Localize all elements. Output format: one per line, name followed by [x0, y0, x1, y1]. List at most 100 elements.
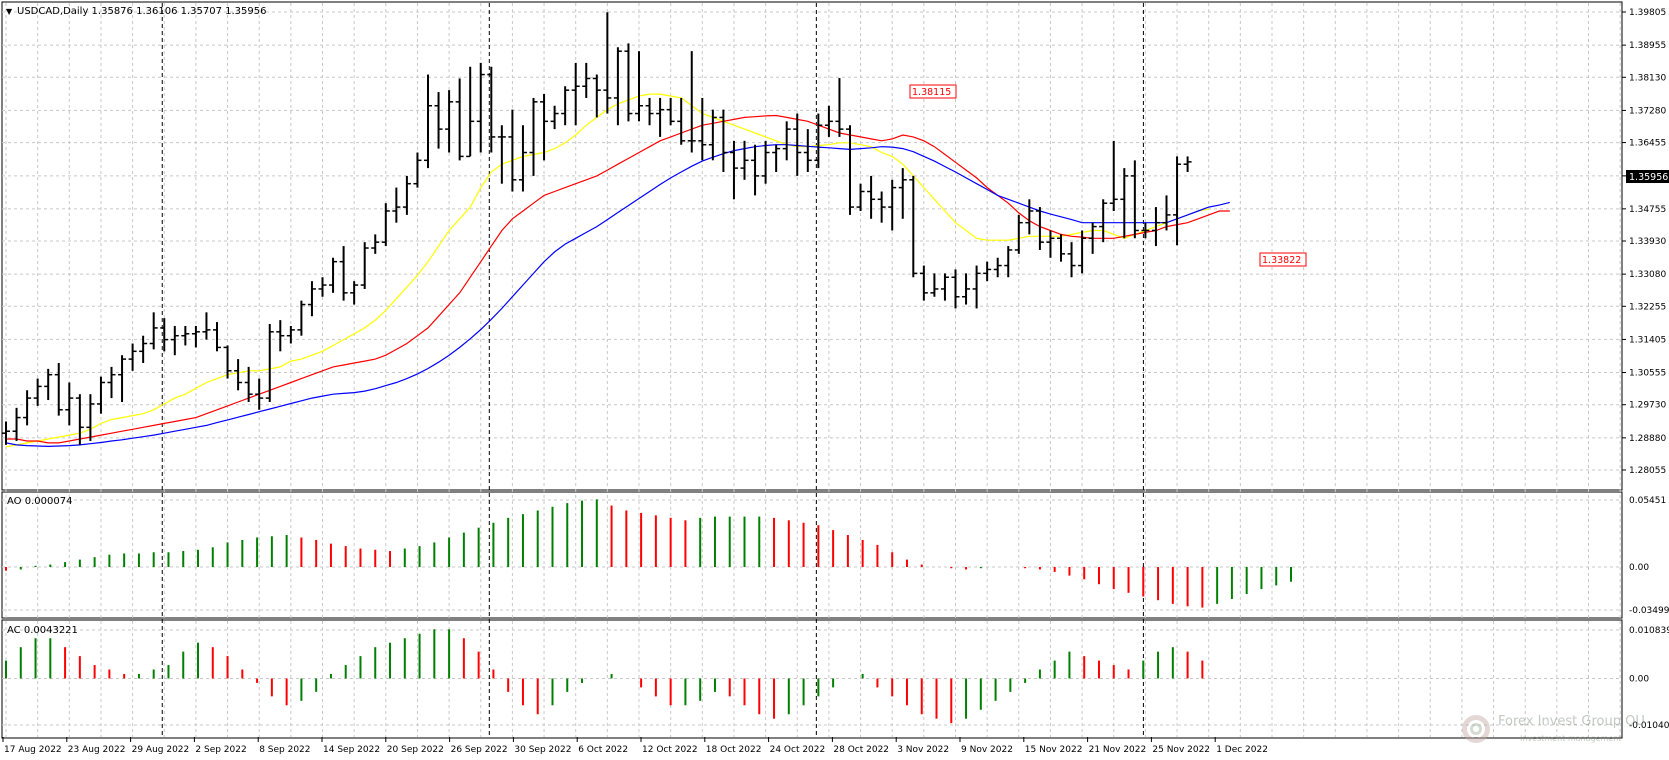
ohlc-bar — [1141, 222, 1150, 239]
ohlc-bar — [772, 144, 781, 173]
ohlc-bar — [402, 175, 411, 215]
date-tick-label: 9 Nov 2022 — [961, 745, 1013, 755]
ohlc-bar — [919, 265, 928, 301]
ohlc-bar — [2, 421, 10, 445]
ao-label: AO 0.000074 — [7, 496, 72, 507]
price-tick-label: 1.30555 — [1629, 369, 1666, 379]
ohlc-bar — [940, 273, 949, 301]
ohlc-bar — [1004, 246, 1013, 278]
ohlc-bar — [793, 113, 802, 176]
ohlc-bar — [729, 140, 738, 200]
ohlc-bar — [888, 179, 897, 231]
price-tick-label: 1.28880 — [1629, 434, 1666, 444]
ohlc-bar — [286, 325, 295, 344]
osc-tick-label: -0.034993 — [1629, 606, 1669, 616]
ohlc-bar — [962, 273, 971, 305]
ohlc-bar — [846, 125, 854, 215]
ohlc-bar — [107, 366, 116, 399]
price-tick-label: 1.32255 — [1629, 302, 1666, 312]
ohlc-bar — [508, 109, 517, 192]
ohlc-bar — [12, 407, 21, 441]
ohlc-bar — [550, 105, 559, 130]
ohlc-bar — [96, 376, 105, 414]
ohlc-bar — [149, 312, 158, 350]
osc-tick-label: 0.0108393 — [1629, 626, 1669, 636]
ohlc-bar — [329, 257, 338, 293]
price-tick-label: 1.36455 — [1629, 139, 1666, 149]
price-tick-label: 1.38955 — [1629, 41, 1666, 51]
price-tick-label: 1.33080 — [1629, 270, 1666, 280]
date-tick-label: 2 Sep 2022 — [195, 745, 246, 755]
ma-mid-line — [6, 114, 1230, 444]
ohlc-bar — [1183, 156, 1192, 173]
osc-tick-label: 0.00 — [1629, 674, 1649, 684]
ohlc-bar — [571, 62, 580, 126]
ohlc-bar — [1173, 156, 1182, 246]
ohlc-bar — [381, 203, 390, 247]
ohlc-bar — [719, 109, 728, 173]
ohlc-bar — [297, 300, 306, 336]
price-tick-label: 1.31405 — [1629, 335, 1666, 345]
price-tick-label: 1.33930 — [1629, 237, 1666, 247]
ao-histogram — [5, 499, 1292, 608]
ohlc-bar — [1014, 214, 1023, 254]
ohlc-bars — [2, 12, 1192, 445]
ohlc-bar — [1057, 234, 1065, 262]
ohlc-bar — [582, 62, 591, 98]
price-tick-label: 1.38130 — [1629, 73, 1666, 83]
watermark-circle-icon — [1462, 715, 1490, 743]
ohlc-bar — [424, 74, 432, 169]
ohlc-bar — [350, 281, 359, 305]
ohlc-bar — [1162, 195, 1171, 231]
watermark-inner-icon — [1470, 723, 1482, 735]
high-price-label: 1.38115 — [909, 84, 957, 99]
ohlc-bar — [983, 261, 992, 282]
ohlc-bar — [761, 140, 770, 184]
ohlc-bar — [1035, 207, 1044, 250]
ohlc-bar — [677, 97, 686, 145]
date-tick-label: 15 Nov 2022 — [1025, 745, 1083, 755]
price-panel-frame — [1, 1, 1623, 491]
ohlc-bar — [603, 12, 612, 114]
date-tick-label: 20 Sep 2022 — [387, 745, 444, 755]
date-tick-label: 1 Dec 2022 — [1216, 745, 1268, 755]
ohlc-bar — [318, 277, 327, 297]
ac-label: AC 0.0043221 — [7, 625, 78, 636]
price-tick-label: 1.39805 — [1629, 8, 1666, 18]
ohlc-bar — [909, 175, 918, 278]
ohlc-bar — [814, 113, 823, 169]
ohlc-bar — [139, 335, 148, 364]
ohlc-bar — [455, 78, 464, 161]
ohlc-bar — [160, 318, 169, 352]
date-tick-label: 30 Sep 2022 — [514, 745, 571, 755]
ohlc-bar — [803, 129, 812, 173]
ohlc-bar — [645, 97, 654, 126]
ohlc-bar — [782, 121, 791, 161]
ohlc-bar — [191, 325, 200, 348]
ohlc-bar — [44, 368, 53, 401]
ohlc-bar — [487, 66, 496, 153]
ohlc-bar — [824, 105, 833, 137]
ohlc-bar — [33, 378, 42, 406]
ohlc-bar — [170, 325, 179, 356]
ohlc-bar — [466, 66, 475, 158]
header-arrow-icon[interactable]: ▼ — [6, 7, 13, 16]
high-price-text: 1.38115 — [912, 87, 951, 98]
ohlc-bar — [244, 366, 253, 402]
ohlc-bar — [128, 343, 137, 371]
date-tick-label: 12 Oct 2022 — [642, 745, 698, 755]
osc-tick-label: -0.0104084 — [1629, 721, 1669, 731]
ohlc-bar — [1130, 160, 1139, 239]
ohlc-bar — [202, 312, 211, 340]
ohlc-bar — [708, 109, 717, 161]
ohlc-bar — [993, 257, 1002, 278]
ohlc-bar — [698, 97, 707, 161]
date-tick-label: 25 Nov 2022 — [1152, 745, 1210, 755]
ohlc-bar — [561, 86, 570, 126]
ohlc-bar — [1067, 242, 1076, 278]
ohlc-bar — [434, 92, 443, 149]
ohlc-bar — [255, 378, 264, 410]
period-separators — [161, 3, 1144, 737]
